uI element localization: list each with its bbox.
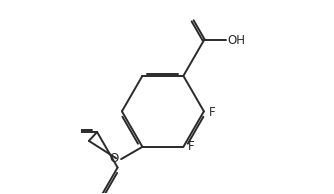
Text: O: O: [110, 152, 119, 165]
Text: F: F: [209, 106, 215, 119]
Text: F: F: [188, 139, 195, 152]
Text: OH: OH: [227, 34, 245, 47]
